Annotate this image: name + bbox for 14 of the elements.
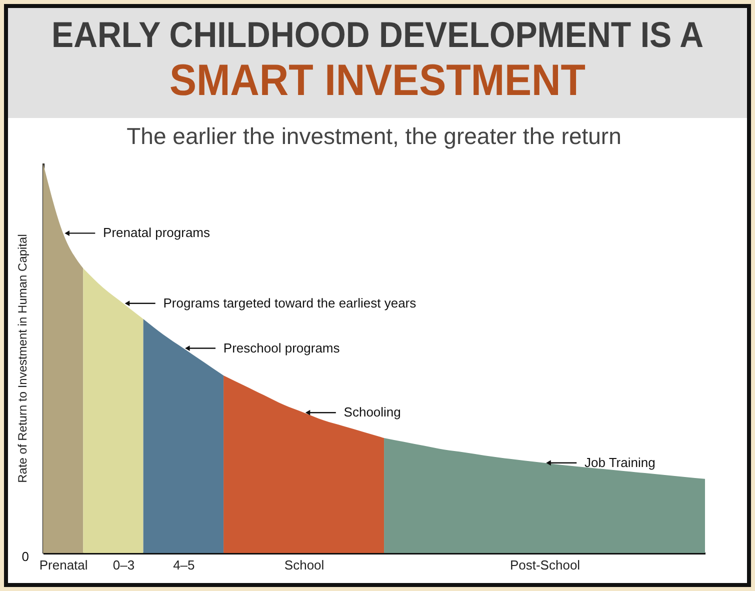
x-tick-label: 0–3 xyxy=(112,558,135,572)
x-tick-label: Prenatal xyxy=(39,558,88,572)
annotation: Schooling xyxy=(344,404,401,420)
annotation: Preschool programs xyxy=(223,340,340,356)
y-axis-title: Rate of Return to Investment in Human Capital xyxy=(16,234,30,483)
x-tick-label: 4–5 xyxy=(173,558,195,572)
text: 0 xyxy=(22,549,29,564)
annotation: Programs targeted toward the earliest years xyxy=(163,295,417,310)
x-tick-label: Post-School xyxy=(510,558,580,572)
annotation: Job Training xyxy=(584,454,656,470)
chart-title: EARLY CHILDHOOD DEVELOPMENT IS A SMART INVESTMENT xyxy=(50,13,705,106)
annotation: Prenatal programs xyxy=(103,225,210,240)
chart-subtitle: The earlier the investment, the greater the return xyxy=(126,123,622,149)
x-tick-label: School xyxy=(284,558,324,572)
